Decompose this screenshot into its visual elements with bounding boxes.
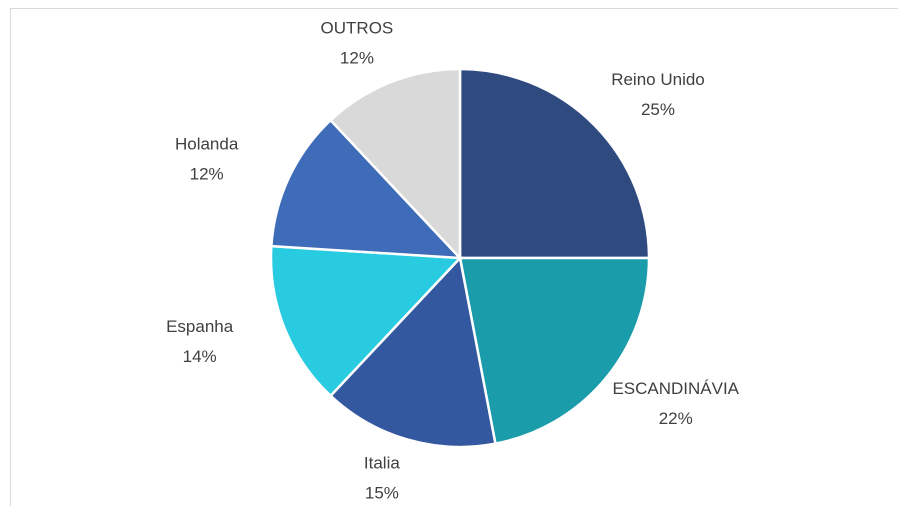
chart-frame <box>10 8 898 506</box>
slice-value-label: 25% <box>641 100 675 119</box>
pie-slice <box>269 244 463 398</box>
pie-slice <box>328 255 497 449</box>
slice-value-label: 22% <box>659 409 693 428</box>
slice-value-label: 14% <box>183 347 217 366</box>
slice-label: Italia <box>364 453 400 472</box>
slice-value-label: 12% <box>340 49 374 68</box>
pie-slice <box>458 256 651 446</box>
slice-value-label: 15% <box>365 483 399 502</box>
slice-label: ESCANDINÁVIA <box>612 379 739 398</box>
slice-label: Reino Unido <box>611 70 705 89</box>
slice-label: OUTROS <box>321 19 394 38</box>
slice-label: Espanha <box>166 317 234 336</box>
pie-slice <box>328 67 462 262</box>
slice-value-label: 12% <box>190 165 224 184</box>
pie-slice <box>270 118 464 260</box>
pie-slice <box>458 67 651 260</box>
slice-label: Holanda <box>175 135 239 154</box>
